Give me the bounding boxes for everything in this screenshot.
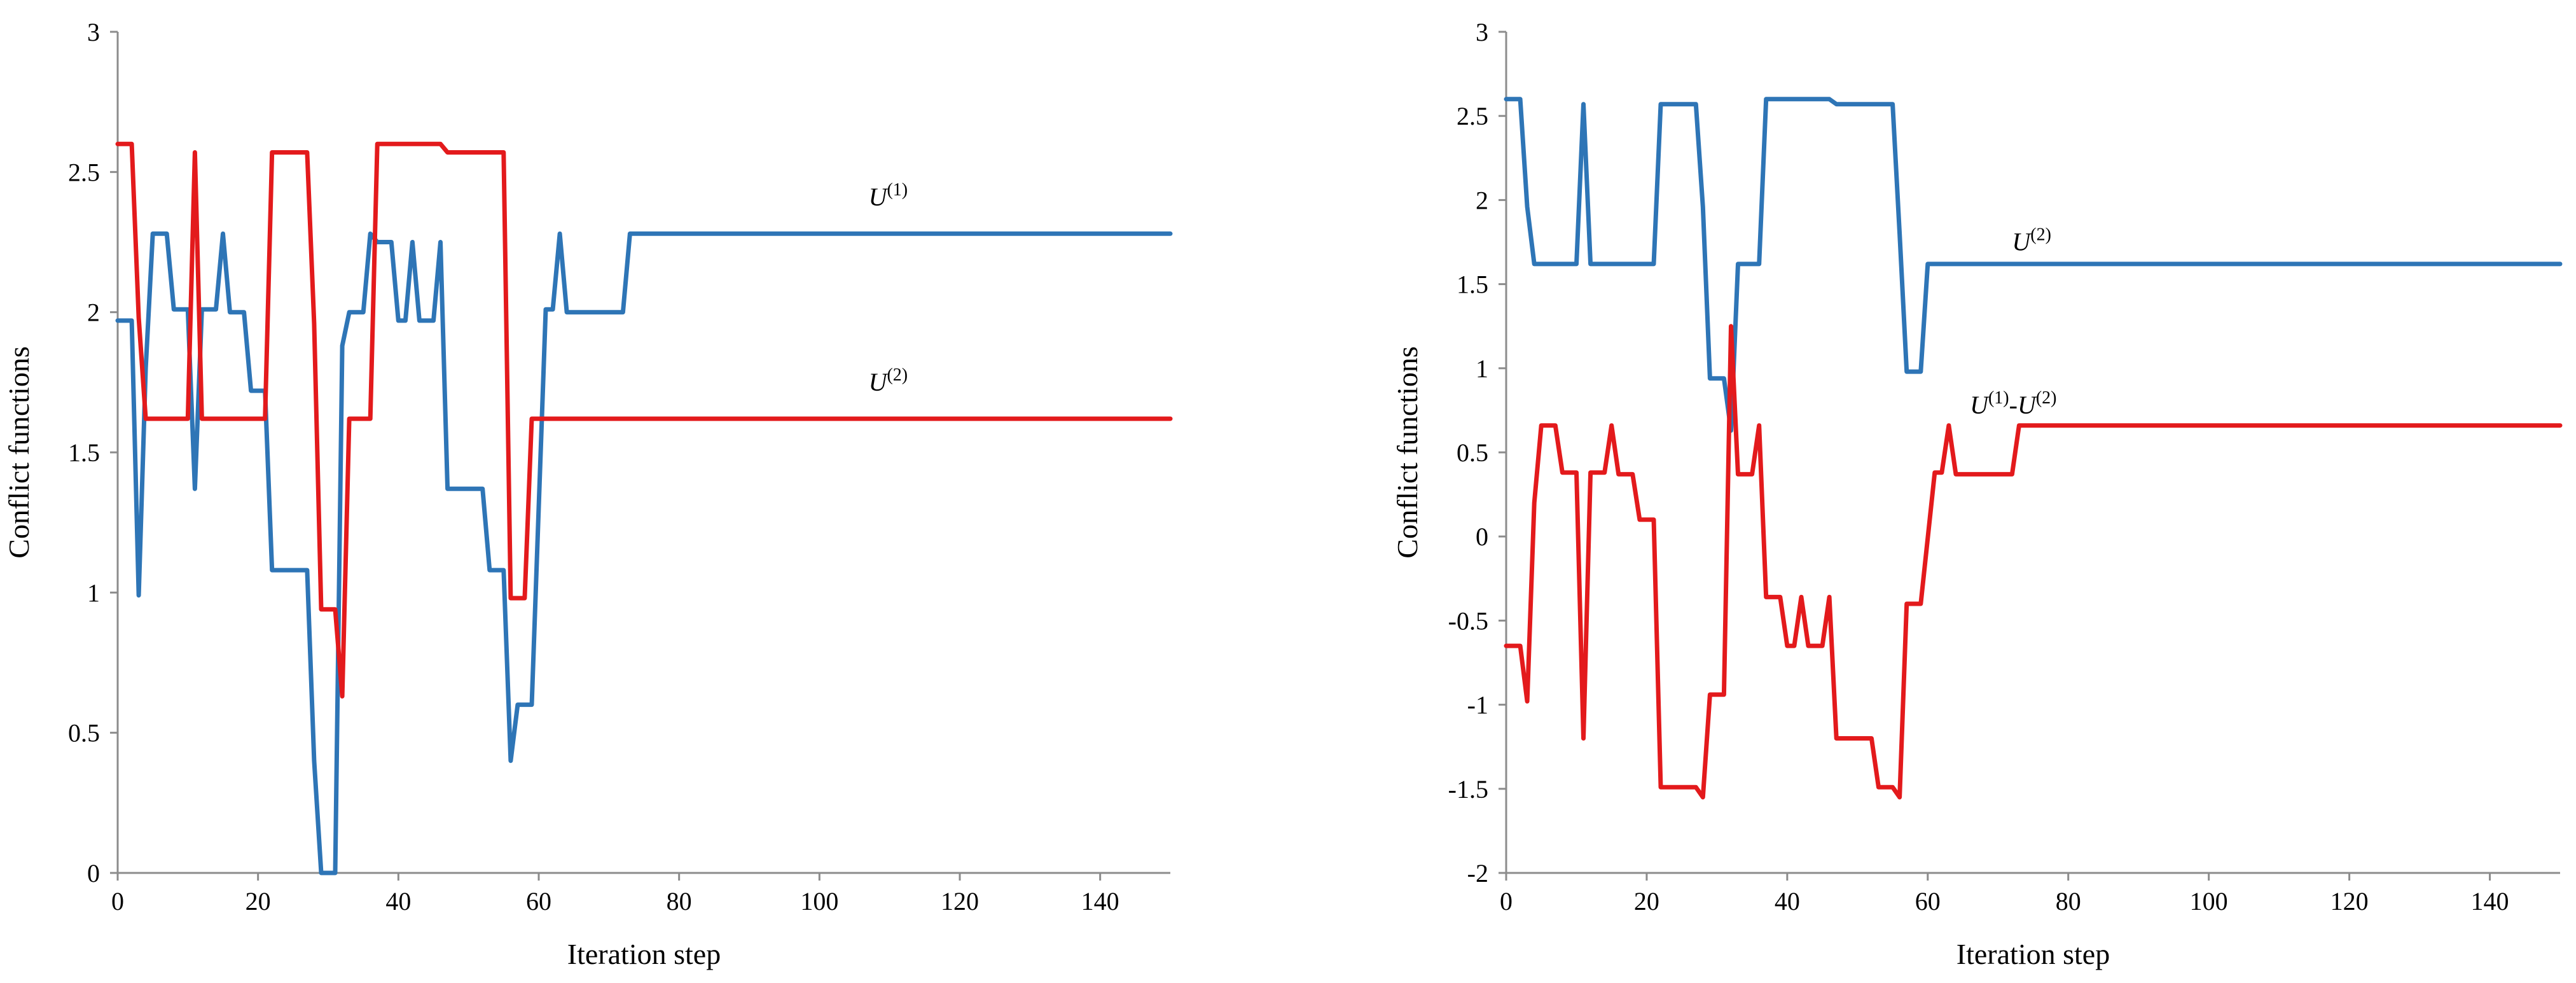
x-tick-label: 60 — [1915, 887, 1941, 916]
x-tick-label: 140 — [2471, 887, 2509, 916]
y-tick-label: 3 — [1476, 18, 1488, 46]
y-tick-label: -0.5 — [1448, 606, 1488, 635]
x-tick-label: 100 — [2190, 887, 2228, 916]
x-tick-label: 40 — [1775, 887, 1800, 916]
y-tick-label: 2.5 — [68, 158, 100, 186]
x-tick-label: 40 — [385, 887, 411, 916]
y-tick-label: -2 — [1467, 859, 1488, 888]
y-tick-label: 2.5 — [1457, 102, 1488, 130]
x-axis-title: Iteration step — [567, 938, 721, 970]
y-tick-label: 1.5 — [68, 438, 100, 467]
y-tick-label: 2 — [1476, 186, 1488, 214]
series-line-u-2- — [115, 141, 1173, 699]
series-label-base: U — [869, 183, 889, 211]
series-label-superscript: (2) — [2036, 388, 2057, 408]
y-tick-label: 0 — [87, 859, 100, 888]
x-tick-label: 120 — [2330, 887, 2369, 916]
y-tick-label: 0.5 — [1457, 438, 1488, 467]
x-axis-title: Iteration step — [1956, 938, 2110, 970]
series-line-u-2- — [1504, 97, 2563, 433]
x-tick-label: 80 — [2056, 887, 2081, 916]
y-tick-label: 1 — [1476, 354, 1488, 383]
series-label-superscript: (1) — [887, 180, 908, 200]
x-tick-label: 60 — [526, 887, 551, 916]
y-tick-label: -1.5 — [1448, 775, 1488, 804]
series-label-superscript: (2) — [2030, 225, 2051, 245]
series-label-base: U — [1970, 391, 1990, 419]
x-tick-label: 100 — [800, 887, 838, 916]
series-label-superscript: (2) — [887, 365, 908, 385]
y-tick-label: 3 — [87, 18, 100, 46]
y-tick-label: -1 — [1467, 691, 1488, 720]
y-tick-label: 1.5 — [1457, 270, 1488, 299]
y-axis-title: Conflict functions — [1391, 346, 1423, 558]
series-label: U(2) — [2012, 225, 2051, 256]
x-tick-label: 20 — [1634, 887, 1659, 916]
y-tick-label: 0 — [1476, 522, 1488, 551]
x-tick-label: 80 — [667, 887, 692, 916]
series-label-superscript: (1) — [1988, 388, 2009, 408]
y-tick-label: 0.5 — [68, 719, 100, 748]
series-label: U(1)-U(2) — [1970, 388, 2056, 419]
y-tick-label: 1 — [87, 578, 100, 607]
series-label: U(1) — [869, 180, 908, 211]
y-tick-label: 2 — [87, 298, 100, 327]
x-tick-label: 140 — [1081, 887, 1119, 916]
x-tick-label: 120 — [941, 887, 979, 916]
x-tick-label: 20 — [246, 887, 271, 916]
series-line-u-1- — [115, 231, 1173, 875]
x-tick-label: 0 — [1500, 887, 1513, 916]
x-tick-label: 0 — [111, 887, 124, 916]
y-axis-title: Conflict functions — [3, 346, 35, 558]
series-label-base: U — [2012, 228, 2032, 256]
series-label-base: U — [869, 368, 889, 396]
series-label-middle: -U — [2009, 391, 2038, 419]
left-chart: 0 0.5 1 1.5 2 2.5 3 0 20 40 60 80 100 120 140 Iteration… — [3, 18, 1173, 970]
series-line-u-1-u-2- — [1504, 324, 2563, 800]
series-label: U(2) — [869, 365, 908, 396]
right-chart: -2 -1.5 -1 -0.5 0 0.5 1 1.5 2 2.5 3 0 20 40 60 80 100 120… — [1391, 18, 2563, 970]
